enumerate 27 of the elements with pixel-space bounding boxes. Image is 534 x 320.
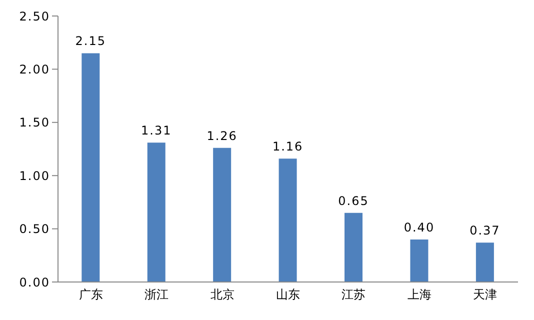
x-tick-label: 北京 [210, 288, 234, 302]
x-tick-label: 江苏 [342, 288, 366, 302]
x-tick-label: 山东 [276, 288, 300, 302]
x-tick-label: 浙江 [144, 288, 169, 302]
bar [476, 242, 494, 282]
data-label: 1.26 [206, 128, 238, 143]
x-tick-label: 天津 [473, 288, 498, 302]
y-tick-label: 0.00 [19, 275, 50, 290]
y-tick-label: 1.00 [19, 168, 50, 183]
x-tick-label: 上海 [407, 288, 432, 302]
data-label: 0.37 [470, 224, 500, 238]
y-tick-label: 1.50 [19, 116, 50, 130]
bar [410, 239, 428, 282]
data-label: 1.31 [141, 124, 172, 138]
data-label: 0.40 [404, 220, 435, 234]
y-tick-label: 0.50 [19, 222, 50, 236]
x-tick-label: 广东 [78, 288, 103, 302]
bar [147, 142, 166, 282]
bar [278, 158, 297, 282]
bar [344, 212, 363, 282]
data-label: 1.16 [272, 140, 304, 154]
data-label: 0.65 [338, 194, 369, 208]
y-tick-label: 2.50 [19, 9, 50, 24]
y-tick-label: 2.00 [19, 62, 50, 76]
bar [213, 148, 232, 282]
data-label: 2.15 [75, 34, 106, 48]
bar [82, 53, 100, 282]
